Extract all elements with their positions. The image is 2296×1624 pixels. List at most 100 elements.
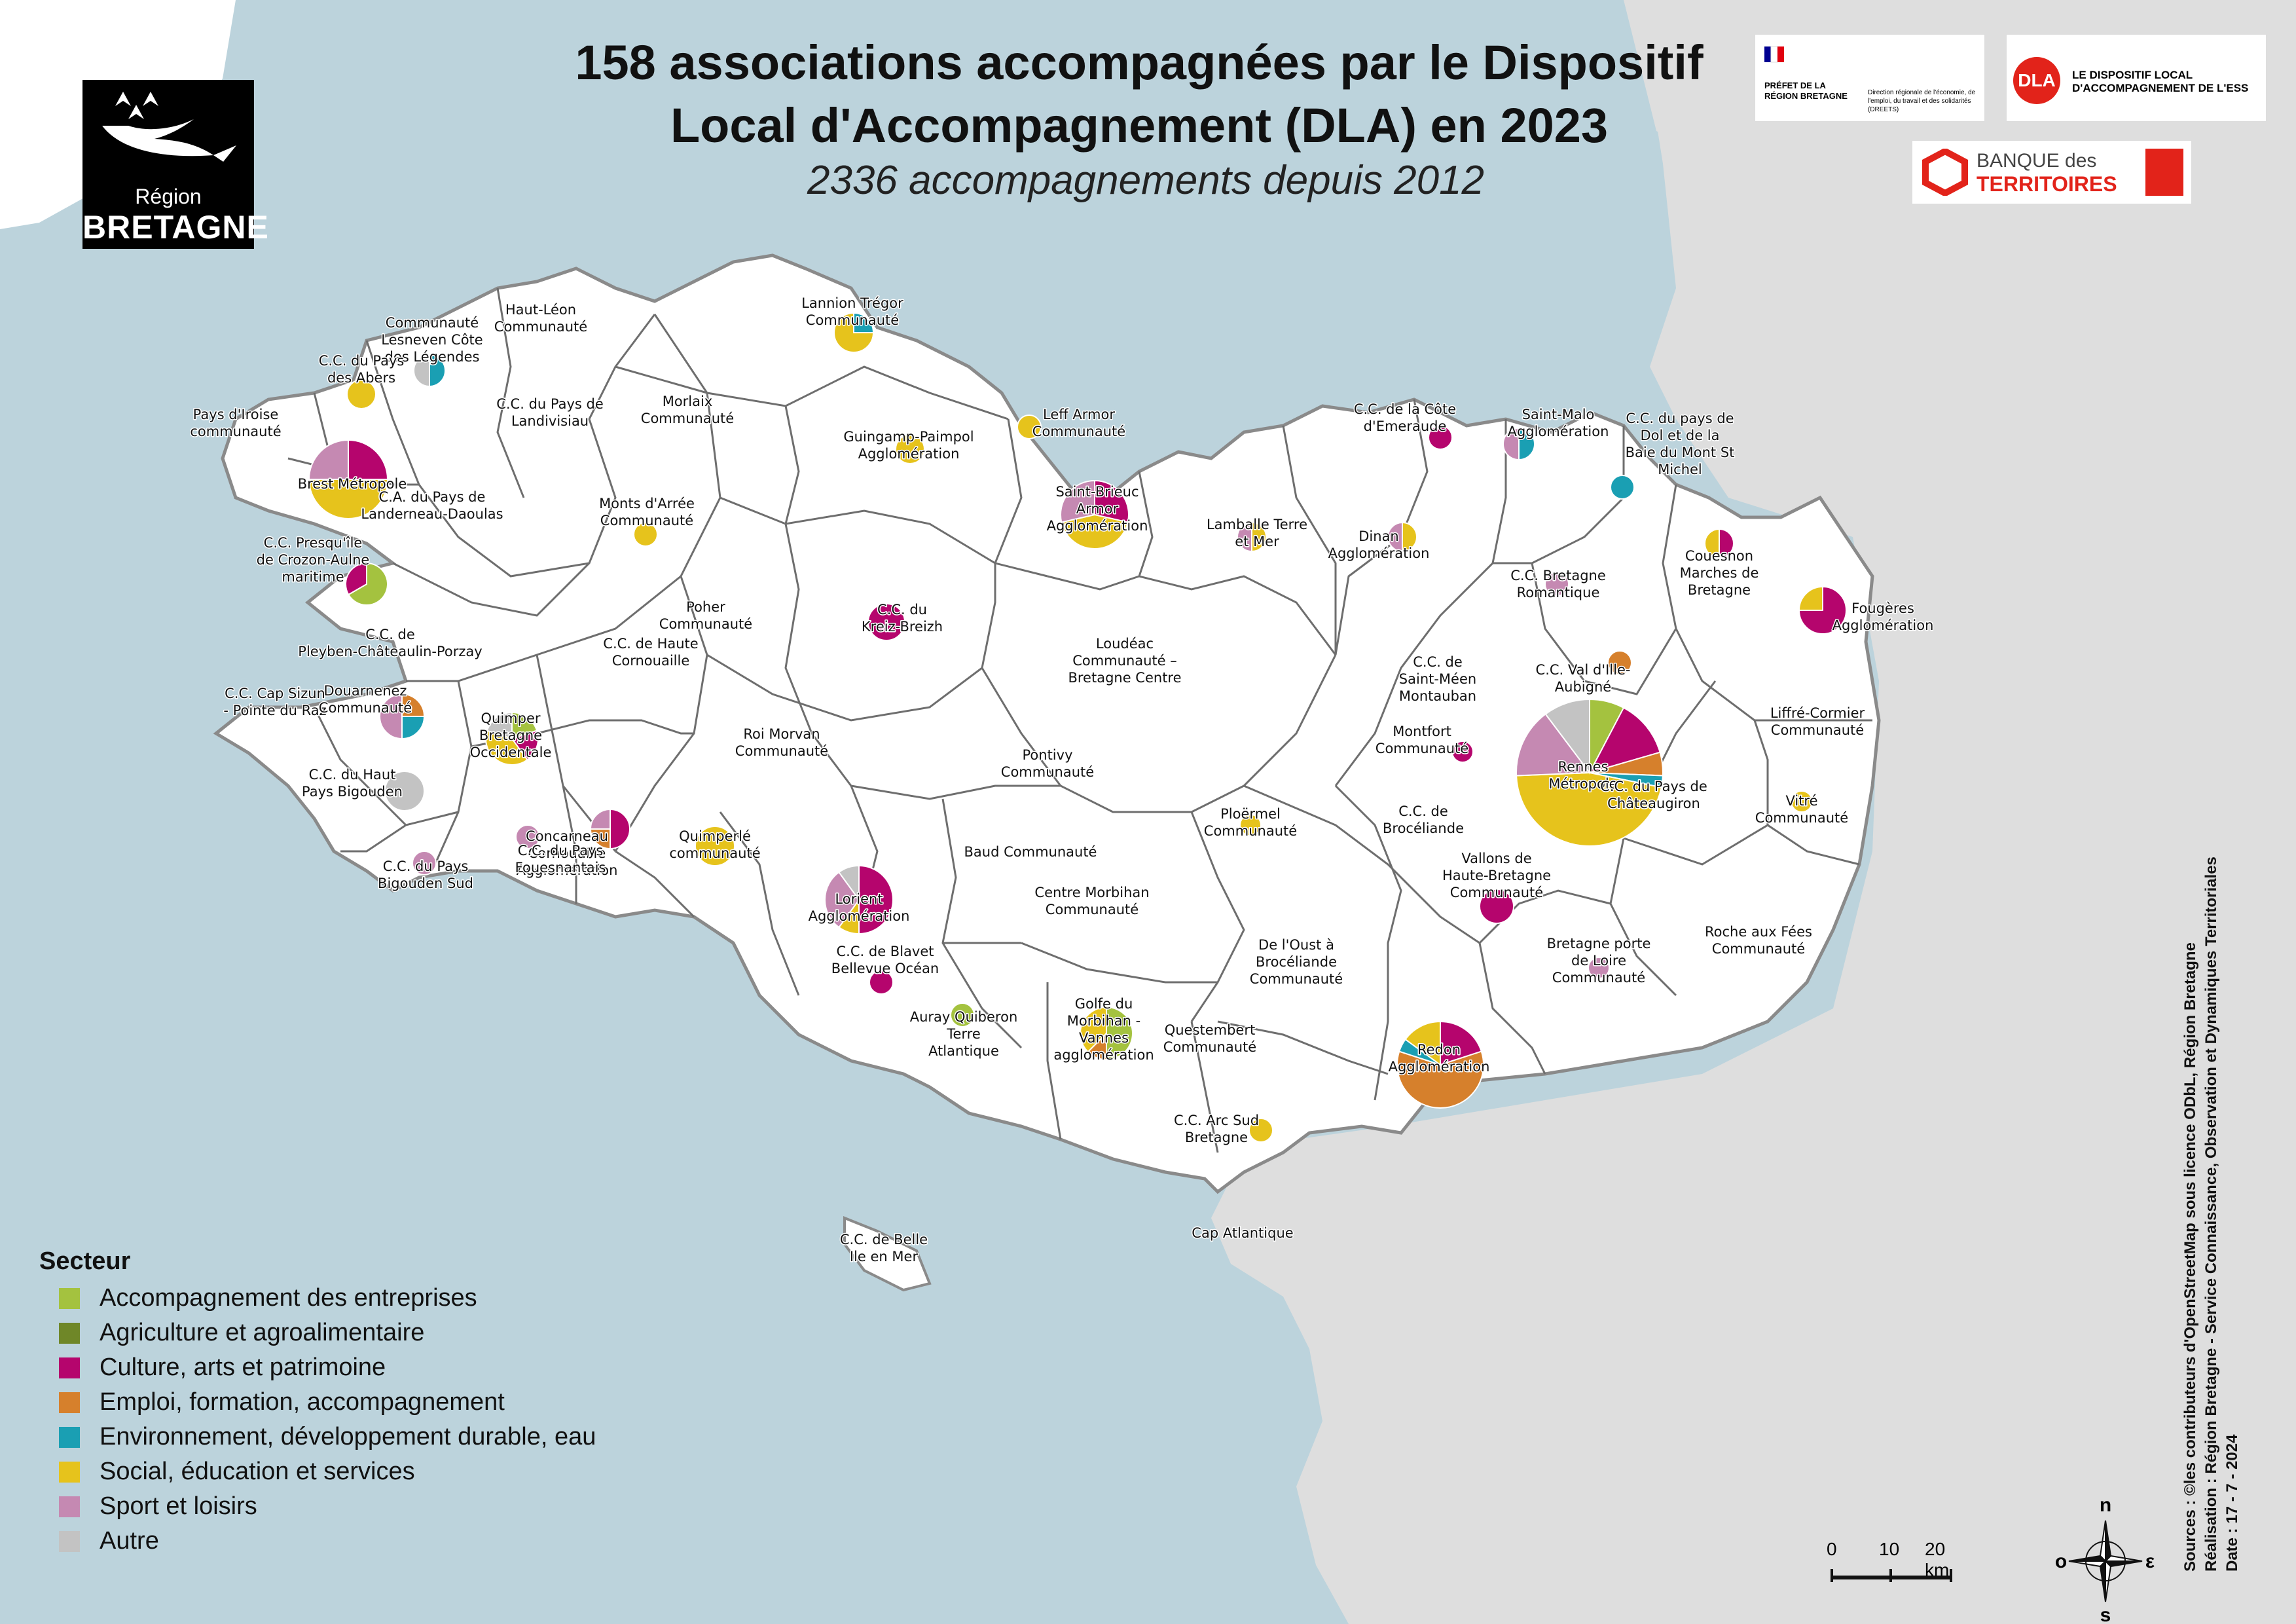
label-layer: Communauté Lesneven Côte des Légendes Haut-…: [189, 295, 1935, 1266]
epci-label-line: Communauté: [1450, 885, 1543, 900]
pie-chart: [1396, 1020, 1484, 1109]
epci-label-line: Communauté: [1032, 424, 1125, 439]
pie-chart: [384, 771, 425, 811]
epci-label-line: Communauté: [1376, 741, 1468, 756]
legend-swatch: [59, 1392, 80, 1413]
pie-slice: [1017, 415, 1042, 439]
pie-chart: [413, 354, 446, 388]
epci-label-line: Douarnenez: [324, 683, 407, 699]
epci-label: C.C. du pays de Dol et de la Baie du Mont …: [1626, 411, 1735, 477]
legend-label: Autre: [100, 1527, 159, 1555]
scale-tick-20: 20 km: [1925, 1539, 1950, 1580]
pie-slice: [853, 312, 875, 333]
sources-line-3: Date : 17 - 7 - 2024: [2223, 1434, 2241, 1572]
pie-slice: [485, 729, 528, 766]
pie-slice: [1428, 425, 1453, 450]
pie-slice: [838, 864, 860, 902]
pie-chart: [867, 603, 905, 641]
epci-label-line: C.C. de: [1398, 803, 1448, 819]
epci-label-line: Morlaix: [663, 394, 713, 409]
epci-label: C.C. de Brocéliande: [1383, 803, 1464, 836]
epci-label-line: des Abers: [327, 370, 395, 386]
epci-label-line: Quimper: [481, 710, 540, 726]
pie-slice: [1610, 475, 1635, 500]
epci-label: Monts d'Arrée Communauté: [599, 496, 695, 528]
epci-label-line: Baud Communauté: [964, 844, 1097, 860]
epci-label: Questembert Communauté: [1163, 1022, 1256, 1055]
pie-slice: [347, 562, 388, 606]
pie-slice: [1239, 814, 1262, 836]
legend-swatch: [59, 1357, 80, 1378]
pie-slice: [486, 711, 513, 740]
epci-label: C.C. du Pays de Landivisiau: [496, 396, 604, 429]
epci-label-line: Agglomération: [1832, 618, 1934, 633]
epci-label-line: Haut-Léon: [505, 302, 576, 318]
pie-chart: [589, 808, 630, 850]
epci-label-line: Communauté –: [1072, 653, 1177, 669]
compass-o: o: [2055, 1551, 2067, 1572]
epci-label-line: C.C. de: [1413, 654, 1463, 670]
pie-chart: [1607, 650, 1632, 675]
epci-label: Pontivy Communauté: [1001, 747, 1094, 780]
pie-slice: [833, 312, 875, 353]
pie-slice: [1516, 713, 1591, 777]
epci-label-line: Loudéac: [1096, 636, 1154, 652]
legend-item: Environnement, développement durable, ea…: [39, 1420, 694, 1454]
legend-label: Accompagnement des entreprises: [100, 1284, 477, 1312]
epci-label-line: C.C. Presqu'île: [264, 535, 363, 551]
pie-chart: [1503, 427, 1535, 461]
compass-n: n: [2100, 1494, 2111, 1516]
epci-label: C.C. Bretagne Romantique: [1510, 568, 1606, 600]
epci-label-line: de Crozon-Aulne: [257, 552, 370, 568]
epci-label-line: Monts d'Arrée: [599, 496, 695, 511]
legend-label: Emploi, formation, accompagnement: [100, 1388, 505, 1416]
pie-slice: [1791, 790, 1813, 813]
epci-label-line: Communauté: [806, 312, 899, 328]
logo-line-1: Région: [135, 185, 202, 208]
epci-label-line: Dinan: [1358, 528, 1399, 544]
pie-slice: [1588, 707, 1661, 774]
epci-label-line: Communauté: [659, 616, 752, 632]
epci-label-line: Questembert: [1165, 1022, 1255, 1038]
epci-label-line: Brocéliande: [1383, 821, 1464, 836]
epci-label-line: Saint-Méen: [1399, 671, 1476, 687]
sources-line-2: Réalisation : Région Bretagne - Service …: [2202, 857, 2220, 1572]
epci-label: Quimper Bretagne Occidentale: [470, 710, 552, 760]
epci-label-line: C.C. du Pays de: [1600, 779, 1707, 794]
epci-label-line: Brest Métropole: [298, 476, 407, 492]
epci-label-line: Communauté: [1712, 941, 1805, 957]
pie-slice: [858, 864, 894, 935]
region-bretagne-logo: Région BRETAGNE: [82, 80, 268, 249]
epci-label-line: Communauté: [1552, 970, 1645, 986]
legend-item: Agriculture et agroalimentaire: [39, 1316, 694, 1350]
epci-label-line: Pleyben-Châteaulin-Porzay: [298, 644, 482, 659]
epci-label: C.C. du Pays de Châteaugiron: [1600, 779, 1707, 811]
pie-layer: [308, 312, 1847, 1143]
epci-label-line: C.C. du Pays: [518, 843, 604, 858]
epci-label-line: Lamballe Terre: [1207, 517, 1307, 532]
compass-rose-icon: n s ε o: [2055, 1494, 2155, 1623]
epci-label-line: C.C. Val d'Ille-: [1536, 662, 1631, 678]
pie-slice: [429, 354, 446, 388]
epci-label: C.C. Cap Sizun - Pointe du Raz: [223, 686, 326, 718]
epci-label-line: Agglomération: [1328, 545, 1430, 561]
pie-slice: [1387, 521, 1403, 553]
epci-label-line: Communauté: [1250, 971, 1343, 987]
map-subtitle: 2336 accompagnements depuis 2012: [807, 158, 1485, 203]
epci-label-line: Métropole: [1548, 776, 1617, 792]
prefet-logo: PRÉFET DE LA RÉGION BRETAGNE Direction r…: [1755, 34, 1985, 122]
epci-label: Roi Morvan Communauté: [735, 726, 828, 759]
pie-slice: [384, 771, 425, 811]
pie-chart: [833, 312, 875, 353]
pie-chart: [1798, 585, 1847, 635]
pie-chart: [1479, 889, 1514, 924]
epci-label-line: C.C. de Blavet: [837, 944, 934, 959]
pie-chart: [515, 824, 540, 849]
epci-label: C.C. du Pays des Abers: [319, 353, 405, 386]
epci-label: Communauté Lesneven Côte des Légendes: [381, 315, 483, 365]
epci-label-line: Haute-Bretagne: [1442, 868, 1551, 883]
legend-swatch: [59, 1287, 80, 1309]
epci-label: Lamballe Terre et Mer: [1207, 517, 1307, 549]
legend-label: Sport et loisirs: [100, 1492, 257, 1520]
epci-label-line: Landerneau-Daoulas: [361, 506, 503, 522]
